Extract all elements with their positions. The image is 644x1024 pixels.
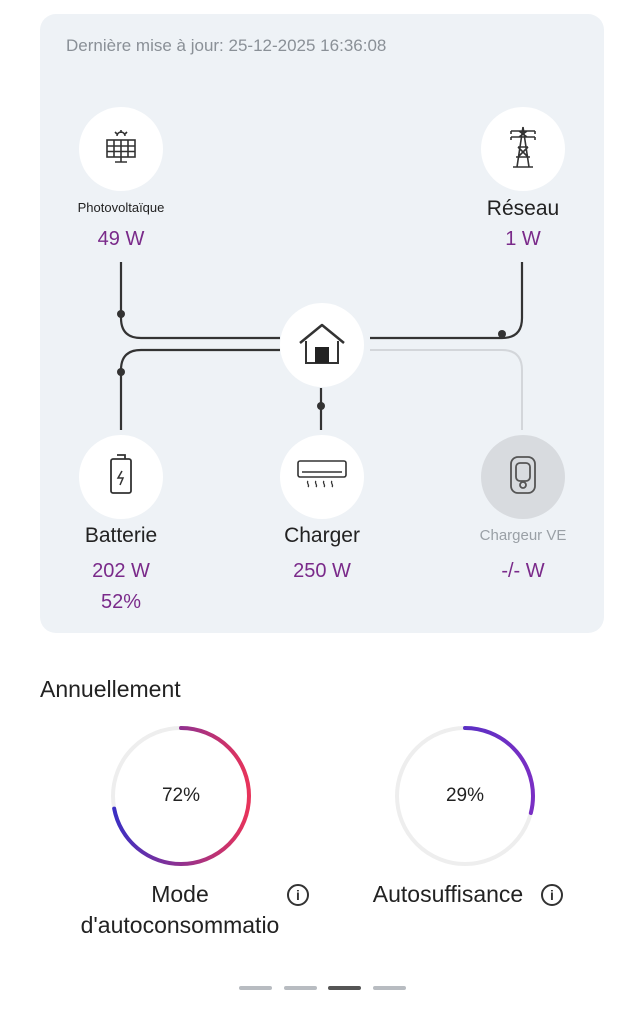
battery-soc-value: 52% xyxy=(100,591,142,613)
self-sufficiency-label: Autosuffisance xyxy=(372,881,524,907)
house-icon xyxy=(296,321,348,370)
home-node[interactable] xyxy=(280,303,364,387)
charger-flow-dot xyxy=(317,402,325,410)
grid-node[interactable] xyxy=(481,107,565,191)
heater-icon xyxy=(296,458,348,497)
self-sufficiency-info-icon[interactable]: i xyxy=(541,884,563,906)
self-consumption-value: 72% xyxy=(161,785,201,806)
page-indicator-4[interactable] xyxy=(373,986,406,990)
pv-node[interactable] xyxy=(79,107,163,191)
pv-flow-dot xyxy=(117,310,125,318)
self-sufficiency-value: 29% xyxy=(445,785,485,806)
grid-label: Réseau xyxy=(486,197,560,220)
last-update-text: Dernière mise à jour: 25-12-2025 16:36:0… xyxy=(66,36,387,55)
self-consumption-label-line2: d'autoconsommatio xyxy=(80,912,280,938)
self-consumption-label: Mode d'autoconsommatio xyxy=(40,879,320,941)
self-sufficiency-ring: 29% xyxy=(393,724,537,868)
page-indicator-1[interactable] xyxy=(239,986,272,990)
solar-panel-icon xyxy=(101,127,141,172)
ev-charger-label: Chargeur VE xyxy=(479,527,567,544)
charger-label: Charger xyxy=(284,524,360,547)
grid-flow-line xyxy=(370,262,524,340)
charger-node[interactable] xyxy=(280,435,364,519)
self-consumption-info-icon[interactable]: i xyxy=(287,884,309,906)
self-consumption-progress-arc xyxy=(111,726,251,866)
ev-charger-node[interactable] xyxy=(481,435,565,519)
battery-icon xyxy=(106,453,136,502)
ev-power-value: -/- W xyxy=(501,560,545,582)
self-consumption-ring: 72% xyxy=(109,724,253,868)
battery-power-value: 202 W xyxy=(92,560,150,582)
ev-charger-icon xyxy=(508,453,538,502)
self-consumption-label-line1: Mode xyxy=(151,881,209,907)
page-indicator-3[interactable] xyxy=(328,986,361,990)
grid-flow-dot xyxy=(498,330,506,338)
battery-flow-dot xyxy=(117,368,125,376)
ev-flow-line xyxy=(370,349,523,430)
power-tower-icon xyxy=(503,125,543,174)
energy-flow-lines xyxy=(117,262,524,430)
grid-power-value: 1 W xyxy=(505,228,541,250)
pv-label: Photovoltaïque xyxy=(77,200,165,215)
section-title-yearly: Annuellement xyxy=(40,676,181,702)
pv-flow-line xyxy=(119,262,280,340)
battery-node[interactable] xyxy=(79,435,163,519)
page-indicator-2[interactable] xyxy=(284,986,317,990)
battery-label: Batterie xyxy=(84,524,158,547)
charger-power-value: 250 W xyxy=(293,560,351,582)
pv-power-value: 49 W xyxy=(97,228,145,250)
battery-flow-line xyxy=(119,348,280,430)
self-sufficiency-progress-arc xyxy=(395,726,535,866)
